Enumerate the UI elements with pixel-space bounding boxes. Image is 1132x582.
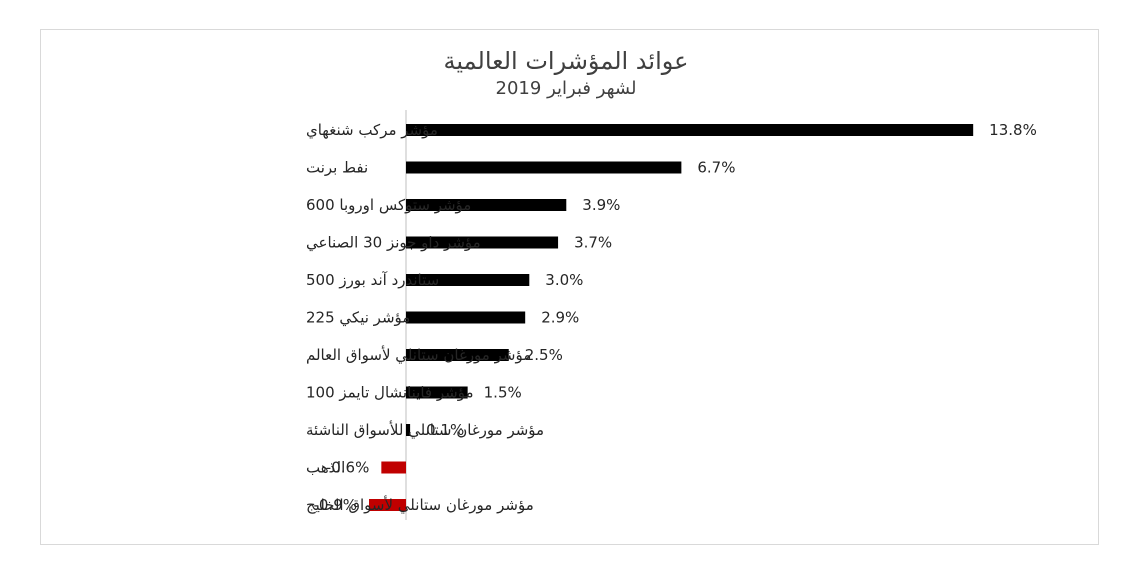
bar <box>406 161 682 174</box>
category-label: مؤشر نيكي 225 <box>306 309 410 328</box>
bar <box>406 311 526 324</box>
data-label: 3.9% <box>582 196 620 214</box>
category-label: نفط برنت <box>306 159 368 177</box>
bar <box>406 124 974 136</box>
data-label: 0.1% <box>426 421 464 439</box>
category-label: الذهب <box>306 459 345 477</box>
data-label: 2.9% <box>541 309 579 327</box>
bar <box>406 274 530 286</box>
bar <box>406 199 567 211</box>
data-label: 3.0% <box>545 271 583 289</box>
bar <box>406 236 559 249</box>
data-label: -0.6% <box>326 459 370 477</box>
bar <box>406 386 468 399</box>
category-label: ستاندرد آند بورز 500 <box>306 271 439 289</box>
bar <box>369 499 406 511</box>
category-label: مؤشر مورغان ستانلي لأسواق الخليج <box>306 495 534 515</box>
bar <box>406 424 411 436</box>
bar <box>406 349 509 361</box>
chart-subtitle: لشهر فبراير 2019 <box>495 78 637 99</box>
data-label: 3.7% <box>574 234 612 252</box>
chart-title: عوائد المؤشرات العالمية <box>443 47 689 75</box>
category-label: مؤشر مورغان ستانلي للأسواق الناشئة <box>306 420 544 440</box>
data-label: -0.9% <box>313 496 357 514</box>
data-label: 2.5% <box>525 346 563 364</box>
category-label: مؤشر فاينانشال تايمز 100 <box>306 384 473 402</box>
data-label: 6.7% <box>697 159 735 177</box>
bar <box>381 461 406 474</box>
chart-frame <box>40 29 1099 545</box>
category-label: مؤشر مورغان ستانلي لأسواق العالم <box>306 345 531 365</box>
category-label: مؤشر داو جونز 30 الصناعي <box>306 234 481 253</box>
category-label: مؤشر مركب شنغهاي <box>306 121 438 140</box>
category-label: مؤشر ستوكس اوروبا 600 <box>306 196 471 214</box>
data-label: 13.8% <box>989 121 1037 139</box>
data-label: 1.5% <box>484 384 522 402</box>
